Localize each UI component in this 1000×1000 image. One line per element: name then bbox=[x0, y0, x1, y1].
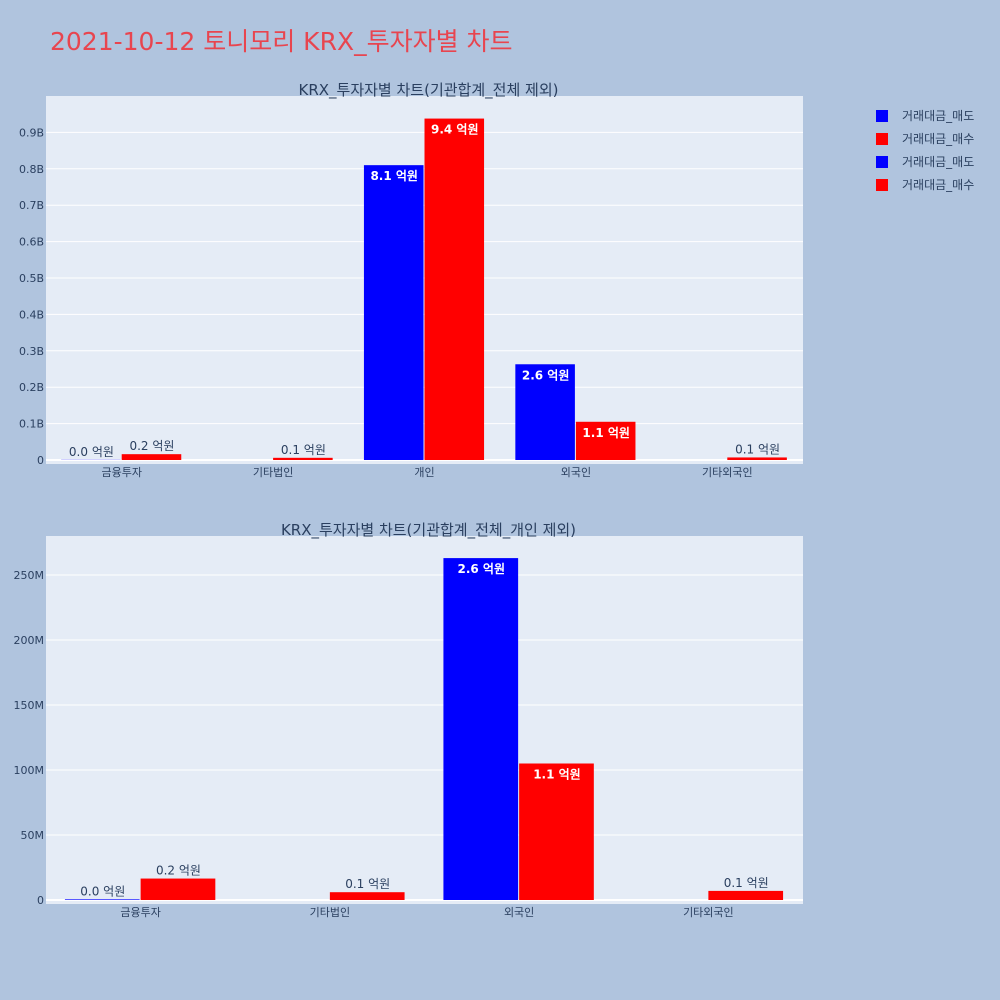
bar[interactable] bbox=[273, 457, 333, 460]
legend-label: 거래대금_매수 bbox=[902, 132, 975, 146]
bar[interactable] bbox=[329, 892, 405, 900]
y-tick-label: 0.9B bbox=[19, 126, 44, 139]
x-tick-label: 금융투자 bbox=[101, 466, 141, 479]
y-tick-label: 0 bbox=[37, 454, 44, 467]
y-tick-label: 0.4B bbox=[19, 308, 44, 321]
bar[interactable] bbox=[121, 454, 182, 460]
x-tick-label: 기타법인 bbox=[253, 466, 293, 479]
legend-item[interactable]: 거래대금_매도 bbox=[876, 104, 974, 127]
y-tick-label: 0.1B bbox=[19, 418, 44, 431]
data-label: 0.0 억원 bbox=[69, 445, 114, 459]
bar[interactable] bbox=[424, 118, 485, 461]
bar[interactable] bbox=[64, 899, 140, 900]
data-label: 2.6 억원 bbox=[458, 562, 506, 576]
y-tick-label: 0.2B bbox=[19, 381, 44, 394]
y-tick-label: 150M bbox=[14, 699, 45, 712]
data-label: 0.0 억원 bbox=[80, 884, 125, 898]
bar[interactable] bbox=[575, 421, 636, 460]
y-tick-label: 0.5B bbox=[19, 272, 44, 285]
chart-title: KRX_투자자별 차트(기관합계_전체_개인 제외) bbox=[281, 521, 576, 540]
y-tick-label: 250M bbox=[14, 569, 45, 582]
x-tick-label: 외국인 bbox=[504, 906, 534, 919]
data-label: 0.1 억원 bbox=[724, 876, 769, 890]
data-label: 9.4 억원 bbox=[431, 123, 479, 137]
y-tick-label: 0.6B bbox=[19, 236, 44, 249]
legend-label: 거래대금_매도 bbox=[902, 109, 975, 123]
y-tick-label: 0.8B bbox=[19, 163, 44, 176]
y-tick-label: 0.3B bbox=[19, 345, 44, 358]
data-label: 0.2 억원 bbox=[129, 439, 174, 453]
bar[interactable] bbox=[363, 165, 424, 460]
bar[interactable] bbox=[519, 763, 594, 901]
x-tick-label: 개인 bbox=[414, 466, 434, 479]
y-tick-label: 50M bbox=[21, 829, 45, 842]
data-label: 0.1 억원 bbox=[281, 443, 326, 457]
plot-area bbox=[46, 536, 803, 904]
x-tick-label: 외국인 bbox=[561, 466, 591, 479]
legend-swatch bbox=[876, 132, 888, 145]
data-label: 8.1 억원 bbox=[370, 169, 418, 183]
legend-item[interactable]: 거래대금_매수 bbox=[876, 173, 974, 196]
legend: 거래대금_매도 거래대금_매수 거래대금_매도 거래대금_매수 bbox=[876, 104, 974, 196]
page-title: 2021-10-12 토니모리 KRX_투자자별 차트 bbox=[50, 27, 513, 56]
y-tick-label: 200M bbox=[14, 634, 45, 647]
y-tick-label: 100M bbox=[14, 764, 45, 777]
x-tick-label: 기타외국인 bbox=[683, 906, 734, 919]
x-tick-label: 기타외국인 bbox=[702, 466, 753, 479]
data-label: 1.1 억원 bbox=[533, 768, 581, 782]
legend-label: 거래대금_매수 bbox=[902, 178, 975, 192]
legend-swatch bbox=[876, 155, 888, 168]
legend-swatch bbox=[876, 109, 888, 122]
data-label: 2.6 억원 bbox=[522, 368, 570, 382]
y-tick-label: 0.7B bbox=[19, 199, 44, 212]
bar[interactable] bbox=[708, 890, 784, 900]
x-tick-label: 금융투자 bbox=[120, 906, 160, 919]
legend-label: 거래대금_매도 bbox=[902, 155, 975, 169]
legend-item[interactable]: 거래대금_매도 bbox=[876, 150, 974, 173]
bar[interactable] bbox=[140, 878, 216, 900]
y-tick-label: 0 bbox=[37, 894, 44, 907]
data-label: 1.1 억원 bbox=[582, 426, 630, 440]
legend-item[interactable]: 거래대금_매수 bbox=[876, 127, 974, 150]
chart-title: KRX_투자자별 차트(기관합계_전체 제외) bbox=[299, 81, 559, 100]
data-label: 0.1 억원 bbox=[735, 442, 780, 456]
bar[interactable] bbox=[515, 364, 575, 460]
bar[interactable] bbox=[443, 558, 519, 900]
x-tick-label: 기타법인 bbox=[310, 906, 350, 919]
data-label: 0.1 억원 bbox=[345, 877, 390, 891]
legend-swatch bbox=[876, 178, 888, 191]
data-label: 0.2 억원 bbox=[156, 864, 201, 878]
bar[interactable] bbox=[727, 457, 787, 460]
